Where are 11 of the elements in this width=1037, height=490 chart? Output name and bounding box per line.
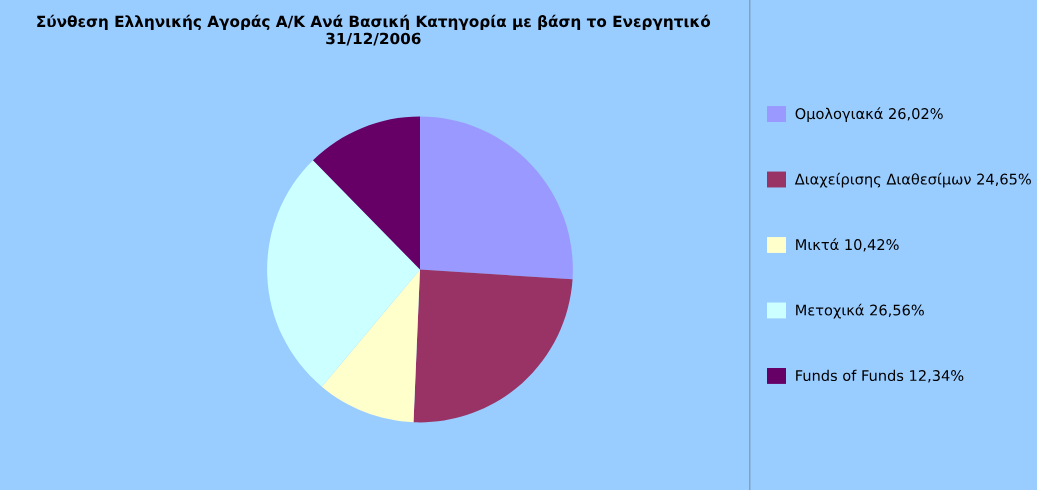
legend-label: Διαχείρισης Διαθεσίμων 24,65% (794, 172, 1031, 188)
legend-label: Ομολογιακά 26,02% (795, 107, 943, 122)
pie-slice (312, 116, 420, 270)
legend-label: Μικτά 10,42% (796, 238, 899, 252)
pie-slice (267, 160, 420, 387)
legend-label: Funds of Funds 12,34% (796, 369, 964, 383)
pie-slice (419, 116, 573, 280)
pie-slice (321, 269, 420, 423)
pie-slice (413, 269, 573, 423)
chart-title: Σύνθεση Ελληνικής Αγοράς Α/Κ Ανά Βασική Κατηγορία με βάση το Ενεργητικό 31/12/2006 (37, 14, 711, 46)
legend-label: Μετοχικά 26,56% (796, 303, 924, 319)
